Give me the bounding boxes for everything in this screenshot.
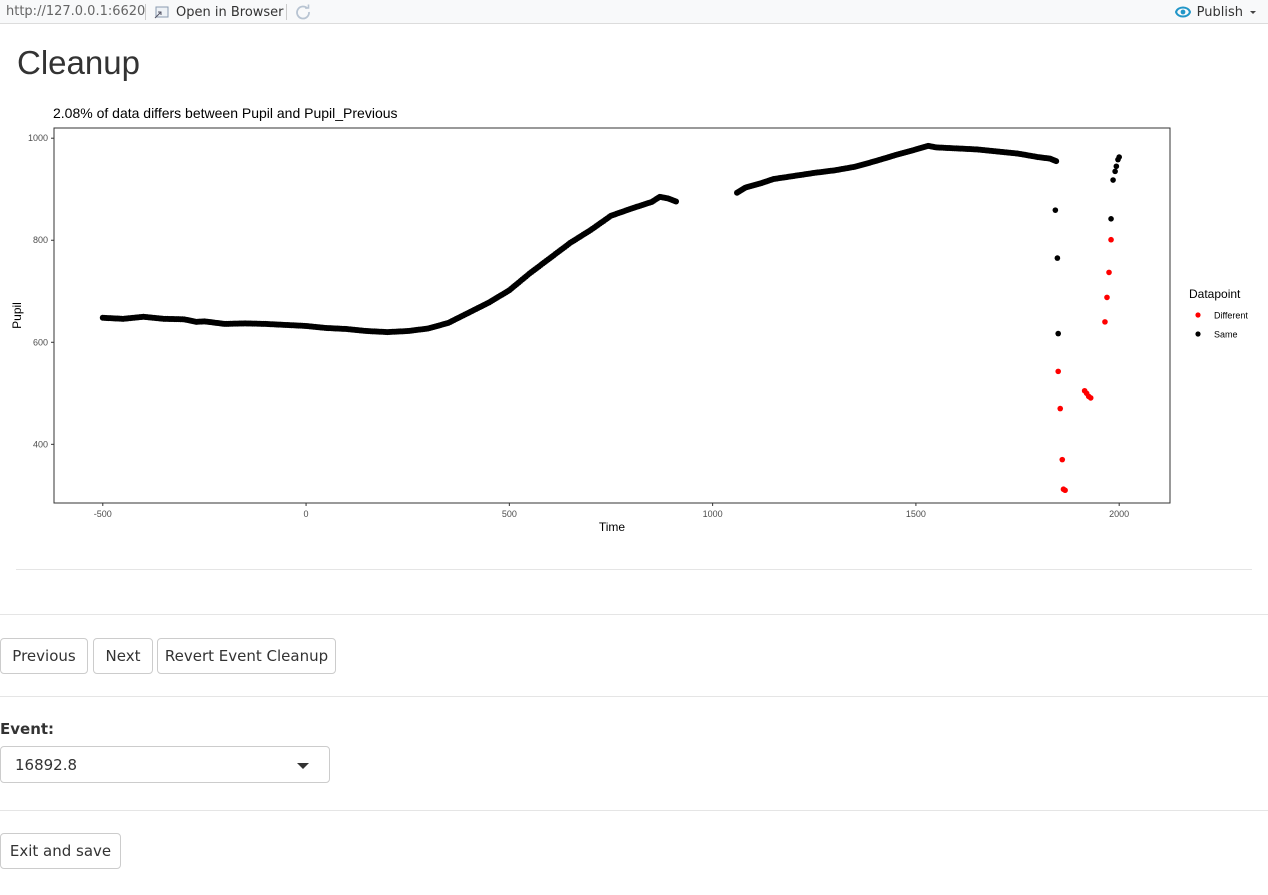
data-point-same <box>1055 330 1061 337</box>
publish-icon <box>1174 6 1191 18</box>
toolbar-divider <box>145 4 146 20</box>
y-axis-label: Pupil <box>10 302 24 329</box>
pupil-scatter-plot: 2.08% of data differs between Pupil and … <box>10 105 1248 534</box>
x-tick-label: 500 <box>502 509 517 519</box>
x-tick-label: 1000 <box>703 509 723 519</box>
data-point-same <box>1053 158 1060 165</box>
data-point-same <box>1052 207 1059 213</box>
previous-button[interactable]: Previous <box>0 638 88 674</box>
data-point-different <box>1104 294 1110 301</box>
data-point-different <box>1059 456 1066 463</box>
data-point-different <box>1062 487 1068 494</box>
divider <box>16 569 1252 570</box>
revert-event-cleanup-button[interactable]: Revert Event Cleanup <box>157 638 336 674</box>
data-point-same <box>673 198 680 205</box>
x-tick-label: 2000 <box>1109 509 1129 519</box>
url-text: http://127.0.0.1:6620 <box>6 4 146 19</box>
next-button[interactable]: Next <box>93 638 153 674</box>
x-tick-label: -500 <box>94 509 112 519</box>
viewer-toolbar: http://127.0.0.1:6620 Open in Browser Pu… <box>0 0 1268 24</box>
publish-button[interactable]: Publish <box>1174 3 1258 21</box>
event-label: Event: <box>0 720 55 738</box>
open-in-browser-label: Open in Browser <box>176 4 284 20</box>
data-point-same <box>1113 163 1120 170</box>
legend-label-different: Different <box>1214 311 1248 321</box>
legend-marker-different <box>1195 312 1201 318</box>
legend-label-same: Same <box>1214 330 1238 340</box>
plot-panel <box>53 127 1171 504</box>
publish-label: Publish <box>1196 4 1243 20</box>
event-select[interactable]: 16892.8 <box>0 746 330 783</box>
caret-down-icon <box>297 763 309 769</box>
data-point-same <box>1112 168 1118 175</box>
legend-marker-same <box>1195 331 1201 337</box>
page-title: Cleanup <box>17 44 140 81</box>
data-point-different <box>1102 319 1108 325</box>
legend-title: Datapoint <box>1189 287 1241 301</box>
chevron-down-icon <box>1250 11 1256 14</box>
x-tick-label: 1500 <box>906 509 926 519</box>
divider <box>0 614 1268 615</box>
x-tick-label: 0 <box>304 509 309 519</box>
y-tick-label: 400 <box>33 439 48 449</box>
divider <box>0 810 1268 811</box>
refresh-icon <box>296 4 310 20</box>
event-selected-value: 16892.8 <box>15 756 78 774</box>
y-tick-label: 600 <box>33 337 48 347</box>
data-point-different <box>1055 368 1061 375</box>
y-tick-label: 1000 <box>28 133 48 143</box>
data-point-different <box>1106 269 1112 276</box>
open-in-browser-button[interactable]: Open in Browser <box>154 3 284 21</box>
y-tick-label: 800 <box>33 235 48 245</box>
chart-title: 2.08% of data differs between Pupil and … <box>53 105 398 121</box>
data-point-same <box>1108 216 1114 222</box>
data-point-same <box>1054 255 1061 261</box>
data-point-different <box>1108 236 1114 243</box>
x-axis-label: Time <box>599 520 626 534</box>
data-point-same <box>1110 177 1116 183</box>
data-point-different <box>1087 395 1094 401</box>
open-browser-icon <box>154 6 169 19</box>
refresh-button[interactable] <box>294 3 312 21</box>
toolbar-divider <box>286 4 287 20</box>
divider <box>0 696 1268 697</box>
exit-and-save-button[interactable]: Exit and save <box>0 833 121 869</box>
data-point-same <box>1116 154 1122 160</box>
data-point-different <box>1057 405 1064 412</box>
